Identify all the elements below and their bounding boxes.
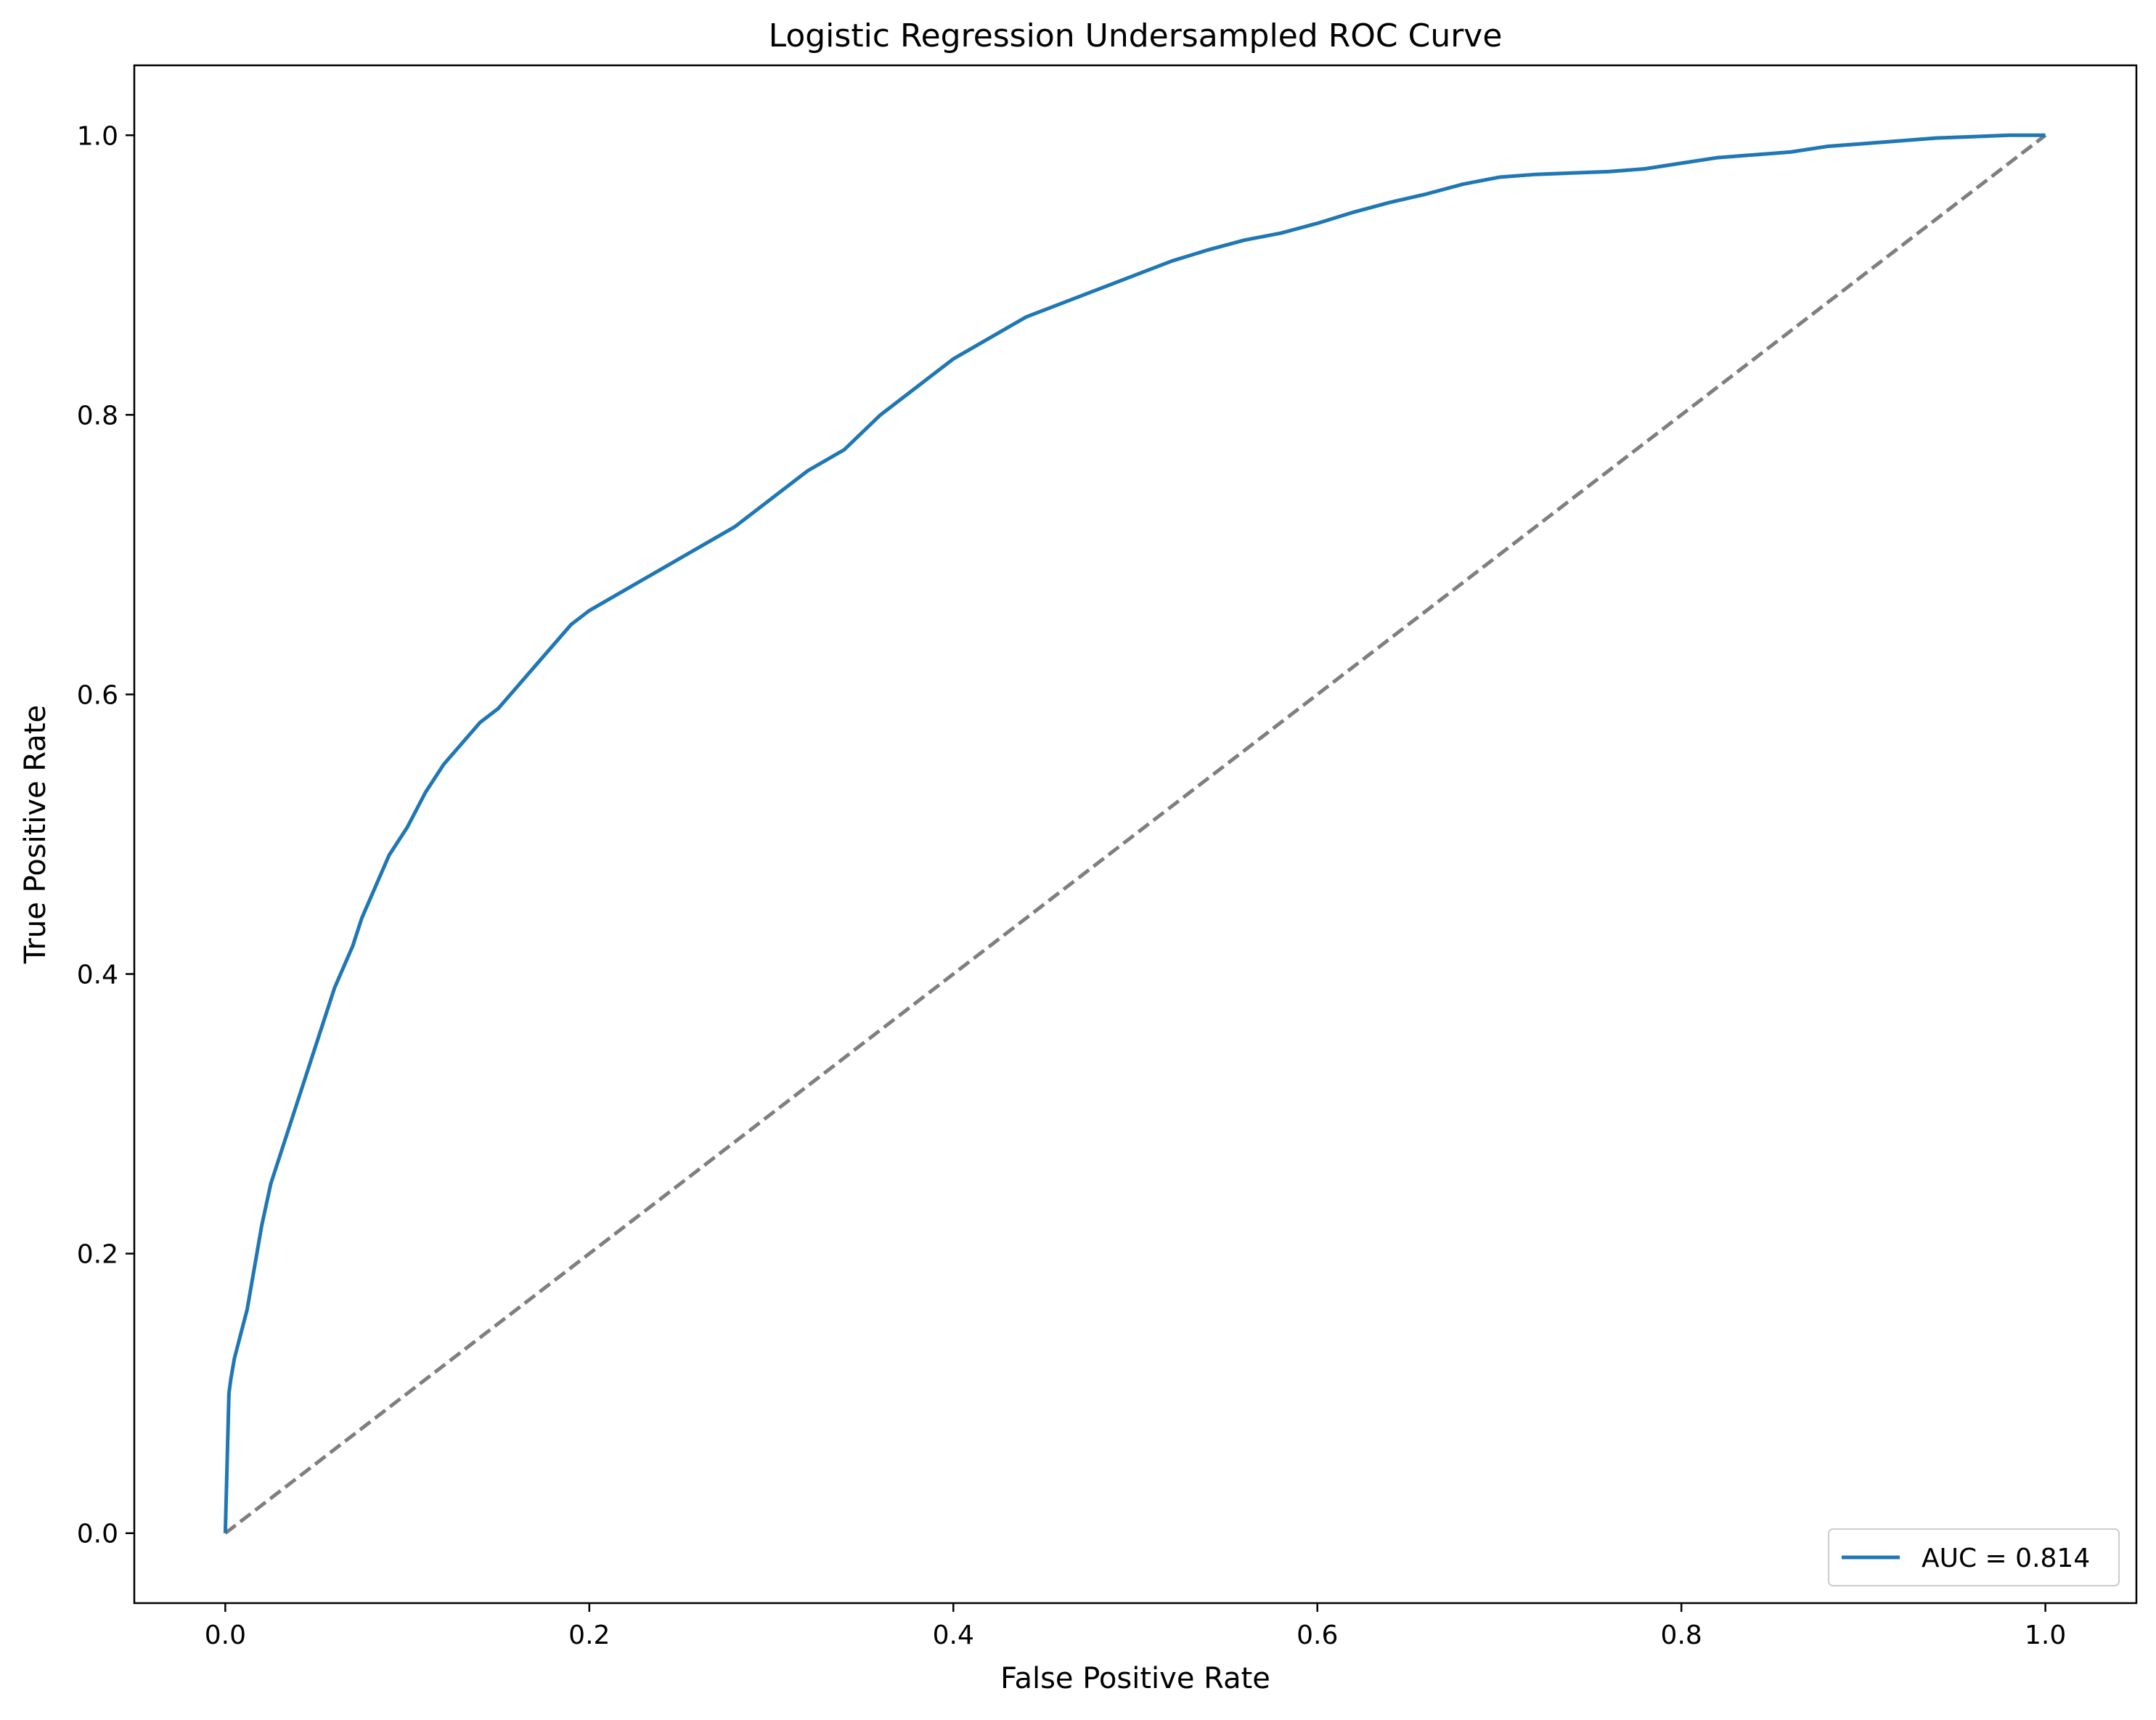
x-tick-label: 1.0 bbox=[2025, 1621, 2066, 1650]
x-tick-label: 0.4 bbox=[933, 1621, 974, 1650]
x-axis-ticks: 0.0 0.2 0.4 0.6 0.8 1.0 bbox=[205, 1603, 2066, 1650]
plot-area: 0.0 0.2 0.4 0.6 0.8 1.0 0.0 0.2 0.4 0.6 0.8 1.0 AU… bbox=[77, 64, 2138, 1650]
legend: AUC = 0.814 bbox=[1828, 1528, 2120, 1586]
y-tick-label: 0.6 bbox=[77, 680, 118, 710]
chart-title: Logistic Regression Undersampled ROC Cur… bbox=[769, 17, 1503, 54]
x-tick-label: 0.2 bbox=[568, 1621, 610, 1650]
y-axis-label: True Positive Rate bbox=[19, 705, 52, 964]
x-axis-label: False Positive Rate bbox=[1000, 1662, 1270, 1695]
y-tick-label: 0.4 bbox=[77, 961, 118, 990]
y-axis-ticks: 0.0 0.2 0.4 0.6 0.8 1.0 bbox=[77, 121, 134, 1549]
series-layer bbox=[223, 133, 2047, 1535]
legend-box bbox=[1828, 1528, 2120, 1586]
chance-diagonal-line bbox=[224, 134, 2047, 1535]
x-tick-label: 0.8 bbox=[1661, 1621, 1702, 1650]
x-tick-label: 0.0 bbox=[205, 1621, 246, 1650]
y-tick-label: 0.8 bbox=[77, 401, 118, 431]
x-tick-label: 0.6 bbox=[1297, 1621, 1338, 1650]
roc-curve-line bbox=[223, 133, 2046, 1533]
y-tick-label: 0.2 bbox=[77, 1240, 118, 1270]
y-tick-label: 0.0 bbox=[77, 1520, 118, 1549]
y-tick-label: 1.0 bbox=[77, 121, 118, 151]
legend-label: AUC = 0.814 bbox=[1922, 1544, 2090, 1573]
